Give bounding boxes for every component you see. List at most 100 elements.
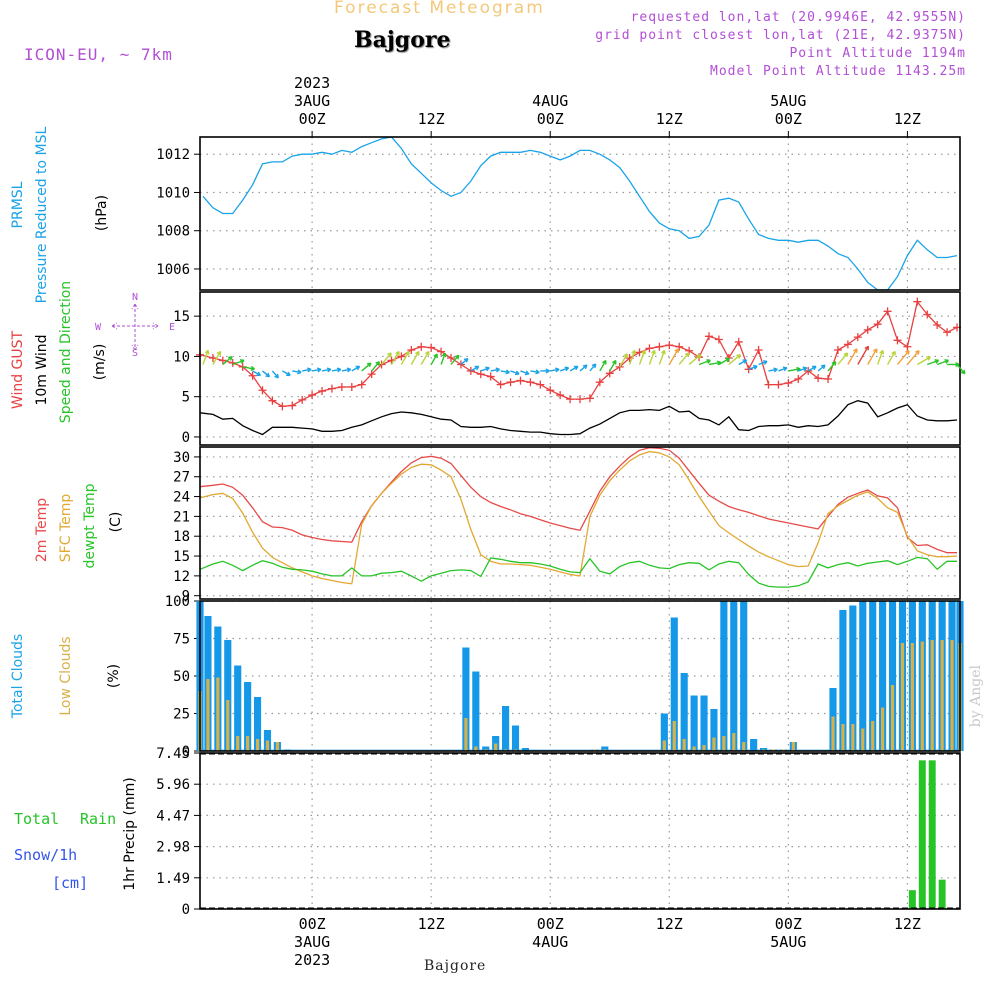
gust-point bbox=[794, 374, 803, 383]
gust-point bbox=[298, 395, 307, 404]
wind-arrow-head bbox=[762, 360, 768, 365]
gust-point bbox=[288, 401, 297, 410]
gust-point bbox=[863, 325, 872, 334]
gust-point bbox=[903, 342, 912, 351]
wind-arrow-head bbox=[684, 352, 690, 358]
panel-precip: 0 1.49 2.98 4.47 5.96 7.45 bbox=[156, 746, 961, 918]
low-cloud-bar bbox=[930, 640, 934, 751]
bottom-time-label: 12Z bbox=[894, 915, 921, 933]
wind-arrow-head bbox=[944, 359, 949, 364]
low-cloud-bar bbox=[216, 677, 220, 751]
wind-arrow-head bbox=[424, 350, 430, 356]
gust-point bbox=[566, 395, 575, 404]
top-time-label: 12Z bbox=[894, 110, 921, 128]
wind-arrow-head bbox=[573, 365, 579, 371]
total-cloud-bar bbox=[521, 748, 530, 751]
gust-point bbox=[704, 332, 713, 341]
gust-point bbox=[278, 402, 287, 411]
wind-arrow bbox=[470, 365, 480, 372]
low-cloud-bar bbox=[255, 739, 260, 751]
total-cloud-bar bbox=[740, 601, 748, 751]
panel-frame bbox=[199, 600, 961, 752]
y-tick-label: 7.45 bbox=[156, 746, 190, 762]
wind-arrow bbox=[410, 351, 420, 365]
wind-arrow bbox=[628, 350, 636, 365]
wind-arrow-head bbox=[505, 369, 510, 375]
wind-arrow bbox=[748, 365, 758, 370]
compass-w: W bbox=[95, 322, 102, 333]
wind-arrow-head bbox=[387, 352, 392, 358]
wind-arrow-head bbox=[307, 367, 312, 373]
y-tick-label: 18 bbox=[173, 529, 190, 545]
wind-arrow bbox=[906, 350, 920, 365]
pressure-label-2: Pressure Reduced to MSL bbox=[34, 126, 50, 303]
total-cloud-bar bbox=[670, 617, 678, 751]
gust-point bbox=[824, 374, 833, 383]
wind-arrow bbox=[381, 352, 392, 365]
wind-arrow-head bbox=[336, 367, 342, 373]
compass-lines bbox=[111, 303, 159, 351]
wind-arrow-head bbox=[651, 349, 656, 355]
gust-point bbox=[308, 391, 317, 400]
wind-arrow-head bbox=[415, 350, 420, 356]
series-prmsl bbox=[202, 136, 958, 291]
wind-arrow-head bbox=[265, 372, 271, 378]
total-cloud-bar bbox=[482, 746, 490, 751]
low-cloud-bar bbox=[881, 707, 885, 751]
panel-frame bbox=[199, 291, 961, 446]
wind-arrow bbox=[331, 368, 341, 372]
y-tick-label: 0 bbox=[182, 744, 190, 760]
y-tick-label: 15 bbox=[173, 309, 190, 325]
wind-arrow-head bbox=[742, 359, 748, 364]
y-tick-label: 15 bbox=[173, 549, 190, 565]
wind-arrow-head bbox=[811, 365, 817, 371]
wind-arrow-head bbox=[286, 371, 291, 377]
low-cloud-bar bbox=[900, 643, 905, 751]
gust-point bbox=[248, 371, 257, 380]
total-cloud-bar bbox=[730, 601, 738, 751]
total-clouds-label: Total Clouds bbox=[10, 634, 26, 719]
wind-arrow-head bbox=[853, 348, 858, 353]
wind-arrow bbox=[321, 368, 332, 372]
wind-arrow bbox=[222, 356, 233, 366]
wind-arrow-head bbox=[216, 350, 222, 356]
wind-arrow-head bbox=[696, 354, 702, 359]
total-cloud-bar bbox=[234, 665, 242, 751]
wind-arrow-head bbox=[641, 349, 646, 355]
series-2m-temp bbox=[199, 447, 957, 554]
panel-pressure: 1006 1008 1010 1012 bbox=[156, 136, 961, 291]
wind-arrow-head bbox=[725, 357, 730, 363]
y-tick-label: 0 bbox=[182, 902, 190, 918]
wind-arrow bbox=[420, 351, 430, 365]
wind-arrow-head bbox=[227, 356, 233, 361]
top-time-label: 12Z bbox=[656, 110, 683, 128]
y-tick-label: 1010 bbox=[156, 185, 190, 201]
wind-arrow-head bbox=[524, 370, 530, 376]
total-cloud-bar bbox=[462, 647, 470, 751]
wind-arrow bbox=[430, 353, 438, 365]
top-time-label: 5AUG bbox=[770, 92, 806, 110]
wind-arrow-head bbox=[405, 350, 410, 356]
wind-arrow bbox=[500, 370, 510, 374]
wind-gust-label: Wind GUST bbox=[10, 330, 26, 409]
wind-arrow bbox=[827, 361, 837, 372]
wind-arrow bbox=[440, 352, 446, 365]
total-cloud-bar bbox=[601, 746, 609, 751]
gust-point bbox=[526, 378, 535, 387]
bottom-time-label: 5AUG bbox=[770, 933, 806, 951]
point-altitude: Point Altitude 1194m bbox=[789, 46, 966, 61]
y-tick-label: 10 bbox=[173, 349, 190, 365]
wind-arrow bbox=[281, 370, 291, 377]
gust-point bbox=[357, 380, 366, 389]
low-cloud-bar bbox=[206, 679, 210, 751]
wind-arrow bbox=[361, 362, 372, 372]
total-cloud-bar bbox=[710, 709, 718, 751]
total-cloud-bar bbox=[502, 706, 510, 751]
y-tick-label: 5.96 bbox=[156, 777, 190, 793]
low-cloud-bar bbox=[841, 724, 845, 751]
legend-total: Total bbox=[14, 810, 59, 828]
low-cloud-bar bbox=[851, 724, 855, 751]
gust-point bbox=[853, 333, 862, 342]
y-tick-label: 1008 bbox=[156, 224, 190, 240]
